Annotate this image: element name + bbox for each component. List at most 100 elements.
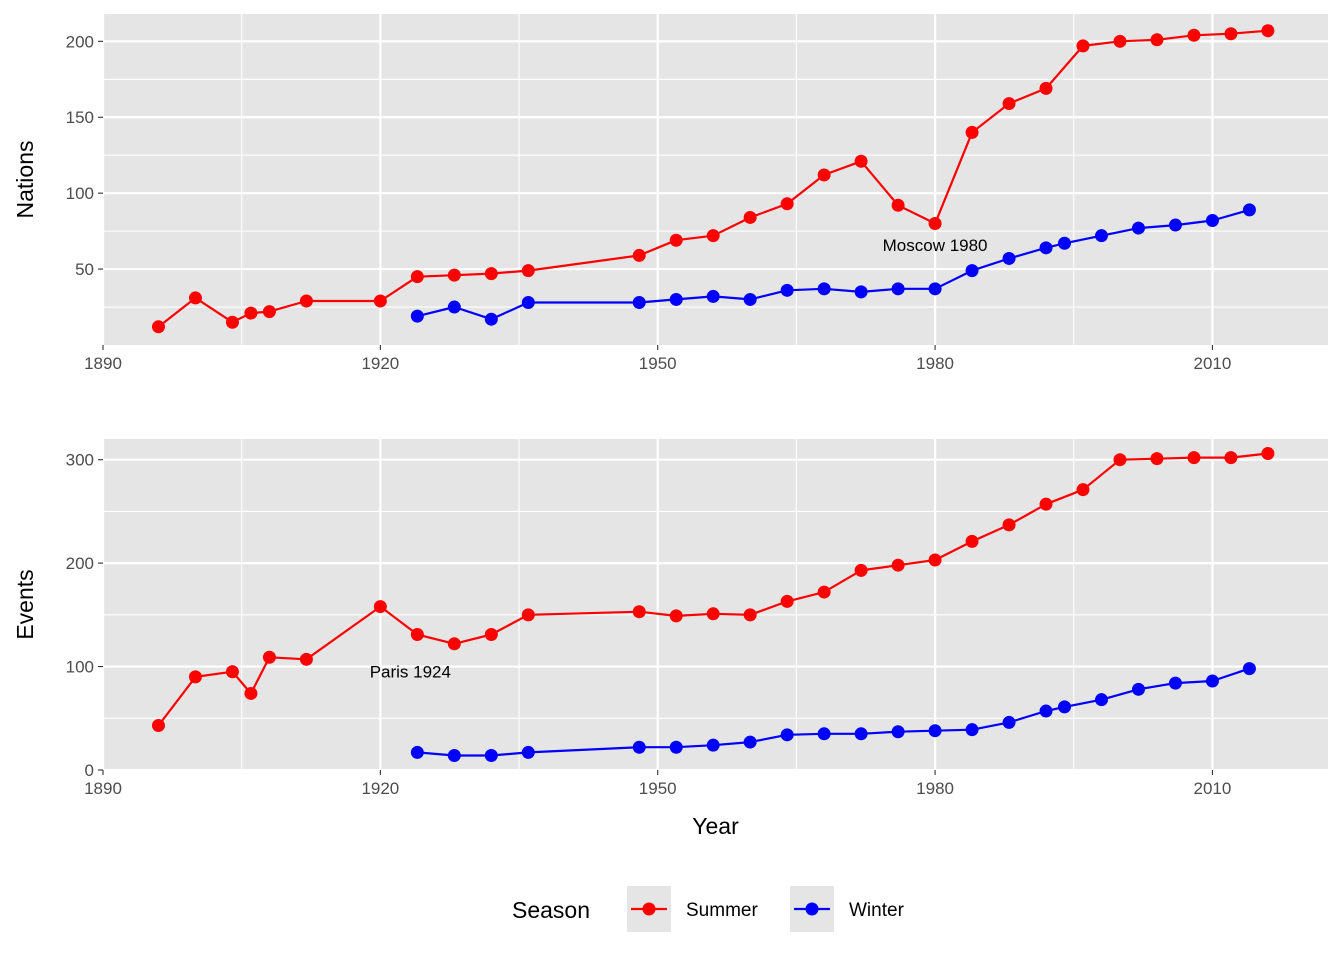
data-point-summer xyxy=(299,294,313,308)
data-point-summer xyxy=(891,558,905,572)
data-point-summer xyxy=(632,605,646,619)
data-point-winter xyxy=(891,725,905,739)
data-point-winter xyxy=(632,295,646,309)
data-point-winter xyxy=(1094,693,1108,707)
data-point-winter xyxy=(743,292,757,306)
x-tick-label: 1890 xyxy=(84,779,122,798)
data-point-winter xyxy=(1039,241,1053,255)
y-tick-label: 300 xyxy=(66,451,94,470)
data-point-summer xyxy=(1224,27,1238,41)
data-point-summer xyxy=(1224,451,1238,465)
data-point-winter xyxy=(928,282,942,296)
data-point-summer xyxy=(262,305,276,319)
annotation-label: Paris 1924 xyxy=(370,663,451,682)
data-point-summer xyxy=(484,267,498,281)
data-point-summer xyxy=(965,125,979,139)
data-point-winter xyxy=(965,723,979,737)
y-tick-label: 50 xyxy=(75,260,94,279)
data-point-winter xyxy=(484,749,498,763)
x-tick-label: 1920 xyxy=(361,354,399,373)
data-point-summer xyxy=(854,563,868,577)
plot-background xyxy=(103,439,1328,770)
data-point-winter xyxy=(632,740,646,754)
data-point-winter xyxy=(817,282,831,296)
legend-item-winter: Winter xyxy=(790,886,905,932)
x-tick-label: 2010 xyxy=(1194,779,1232,798)
data-point-summer xyxy=(244,306,258,320)
data-point-summer xyxy=(1113,34,1127,48)
data-point-winter xyxy=(669,740,683,754)
data-point-summer xyxy=(521,608,535,622)
data-point-winter xyxy=(743,735,757,749)
data-point-summer xyxy=(706,607,720,621)
data-point-winter xyxy=(1131,221,1145,235)
y-tick-label: 200 xyxy=(66,32,94,51)
series-line-winter xyxy=(417,208,1250,321)
data-point-summer xyxy=(1002,97,1016,111)
data-point-summer xyxy=(225,315,239,329)
data-point-summer xyxy=(410,270,424,284)
y-axis-title: Nations xyxy=(12,141,38,219)
x-axis-title: Year xyxy=(692,813,739,839)
data-point-summer xyxy=(299,652,313,666)
y-axis-title: Events xyxy=(12,569,38,639)
data-point-winter xyxy=(410,309,424,323)
data-point-winter xyxy=(1205,213,1219,227)
data-point-summer xyxy=(928,553,942,567)
data-point-summer xyxy=(262,650,276,664)
data-point-winter xyxy=(1039,704,1053,718)
data-point-winter xyxy=(669,292,683,306)
data-point-winter xyxy=(780,283,794,297)
y-tick-label: 150 xyxy=(66,108,94,127)
data-point-winter xyxy=(410,745,424,759)
data-point-summer xyxy=(632,248,646,262)
data-point-summer xyxy=(244,686,258,700)
data-point-winter xyxy=(1168,218,1182,232)
data-point-winter xyxy=(447,300,461,314)
series-summer xyxy=(151,24,1275,334)
series-summer xyxy=(151,446,1275,733)
data-point-winter xyxy=(1002,715,1016,729)
data-point-summer xyxy=(151,719,165,733)
x-tick-label: 1980 xyxy=(916,354,954,373)
data-point-winter xyxy=(854,285,868,299)
data-point-winter xyxy=(1094,229,1108,243)
data-point-summer xyxy=(447,268,461,282)
data-point-winter xyxy=(965,264,979,278)
data-point-winter xyxy=(780,728,794,742)
legend: Season Summer Winter xyxy=(512,886,905,932)
annotation-label: Moscow 1980 xyxy=(883,236,988,255)
x-tick-label: 1950 xyxy=(639,354,677,373)
data-point-summer xyxy=(410,627,424,641)
data-point-winter xyxy=(706,738,720,752)
data-point-summer xyxy=(743,608,757,622)
data-point-winter xyxy=(1058,236,1072,250)
data-point-summer xyxy=(965,534,979,548)
data-point-winter xyxy=(928,724,942,738)
data-point-winter xyxy=(1058,700,1072,714)
legend-label-winter: Winter xyxy=(849,900,905,921)
x-tick-label: 2010 xyxy=(1194,354,1232,373)
data-point-summer xyxy=(1150,452,1164,466)
plot-background xyxy=(103,14,1328,345)
x-tick-label: 1890 xyxy=(84,354,122,373)
data-point-winter xyxy=(1242,662,1256,676)
data-point-summer xyxy=(447,637,461,651)
data-point-summer xyxy=(1076,483,1090,497)
x-tick-label: 1980 xyxy=(916,779,954,798)
data-point-summer xyxy=(1150,33,1164,47)
legend-title: Season xyxy=(512,897,590,923)
data-point-summer xyxy=(891,198,905,212)
data-point-summer xyxy=(188,670,202,684)
data-point-summer xyxy=(1261,24,1275,38)
data-point-winter xyxy=(817,727,831,741)
data-point-summer xyxy=(706,229,720,243)
data-point-summer xyxy=(780,594,794,608)
x-tick-label: 1950 xyxy=(639,779,677,798)
data-point-winter xyxy=(706,289,720,303)
data-point-summer xyxy=(817,168,831,182)
data-point-summer xyxy=(780,197,794,211)
x-tick-label: 1920 xyxy=(361,779,399,798)
data-point-summer xyxy=(669,233,683,247)
